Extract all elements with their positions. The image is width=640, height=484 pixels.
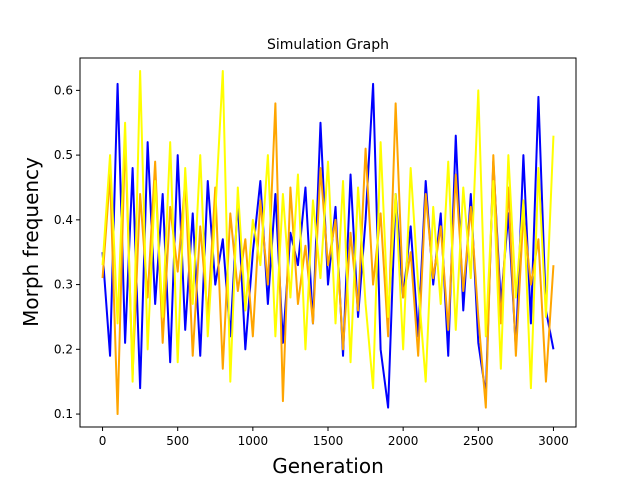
y-tick-label: 0.6 [54,83,73,97]
plot-frame [79,57,577,428]
series-line-1 [101,82,555,409]
y-tick-label: 0.5 [54,148,73,162]
y-tick-label: 0.3 [54,278,73,292]
x-tick-label: 1000 [238,434,269,448]
y-tick-label: 0.1 [54,407,73,421]
ticks-layer: 0 500 1000 1500 2000 2500 3000 0.1 0.2 0.3 0.4 0.5 0… [54,83,569,448]
series-layer [101,69,555,416]
x-tick-label: 500 [166,434,189,448]
y-axis-label: Morph frequency [19,157,43,327]
y-tick-label: 0.4 [54,213,73,227]
x-tick-label: 3000 [538,434,569,448]
x-tick-label: 2000 [388,434,419,448]
x-tick-label: 1500 [313,434,344,448]
y-tick-label: 0.2 [54,342,73,356]
chart-title: Simulation Graph [267,37,389,53]
x-axis-label: Generation [272,454,384,478]
series-line-3 [101,69,555,390]
x-tick-label: 2500 [463,434,494,448]
x-tick-label: 0 [99,434,107,448]
series-line-2 [101,102,555,416]
